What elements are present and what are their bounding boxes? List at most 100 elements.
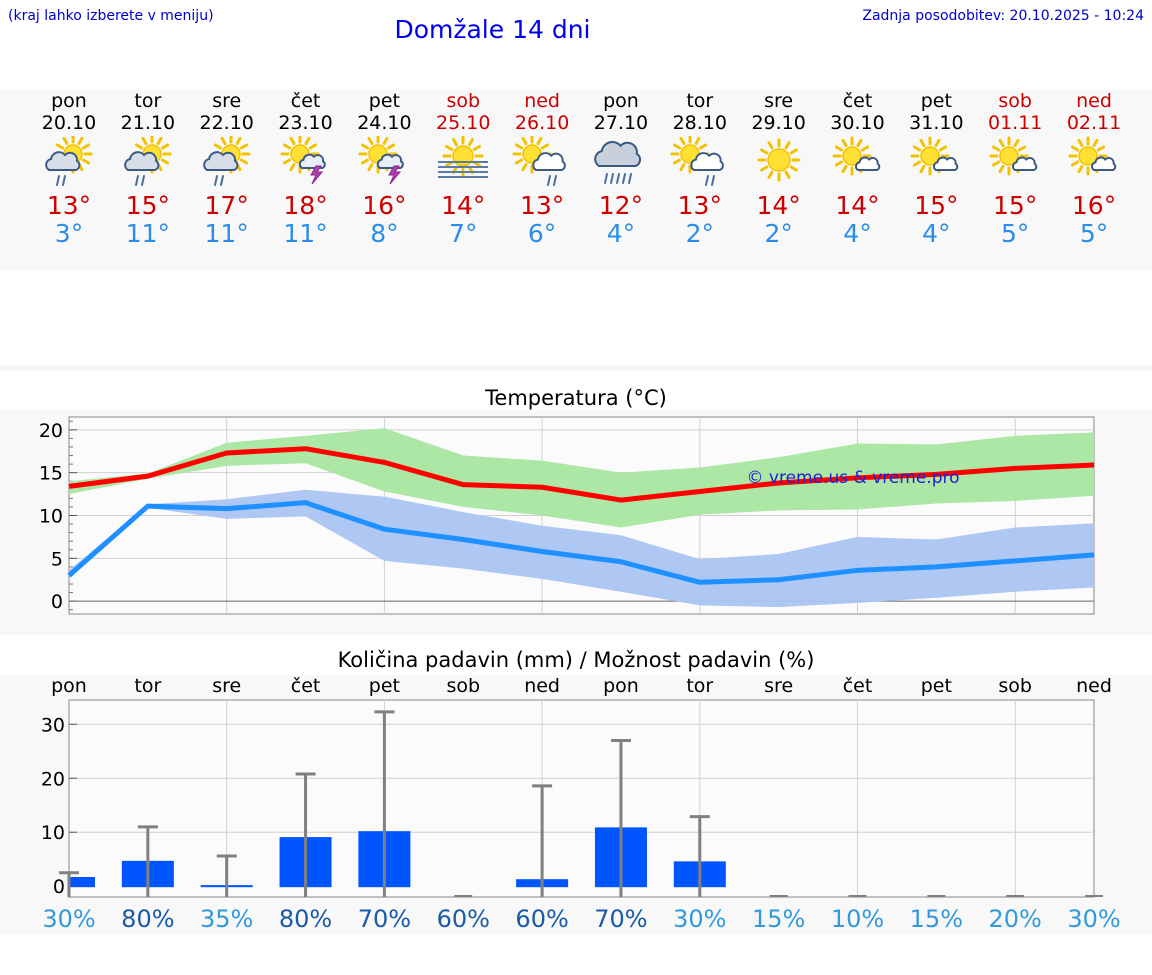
sun-icon — [757, 138, 801, 182]
day-name: pet — [920, 90, 952, 112]
day-name: čet — [842, 90, 873, 112]
temp-min: 6° — [527, 219, 557, 248]
temp-min: 2° — [764, 219, 793, 248]
forecast-strip: pon 20.10 13° 3° tor 21.10 15° 11° sre 22.10 17° 11… — [0, 90, 1152, 270]
day-name: pon — [603, 90, 639, 112]
day-date: 02.11 — [1066, 112, 1122, 134]
y-tick-label: 15 — [39, 463, 63, 485]
sun-cloud-rain-icon — [512, 136, 566, 186]
forecast-day: tor 21.10 15° 11° — [108, 90, 188, 248]
precip-chart-title: Količina padavin (mm) / Možnost padavin … — [337, 648, 815, 672]
day-name: ned — [524, 90, 560, 112]
sun-small-cloud-icon — [832, 136, 880, 176]
day-date: 31.10 — [909, 112, 964, 134]
section-gap — [0, 365, 1152, 371]
sun-small-cloud-icon — [1068, 136, 1117, 176]
forecast-day: čet 30.10 14° 4° — [818, 90, 898, 248]
temp-min: 5° — [1000, 219, 1030, 248]
forecast-day: ned 02.11 16° 5° — [1054, 90, 1134, 248]
sun-fog-icon — [438, 136, 489, 178]
temp-min: 4° — [606, 219, 636, 248]
cloud-heavy-rain-icon — [594, 140, 641, 184]
temp-min: 7° — [449, 219, 478, 248]
plot-area — [68, 699, 1095, 898]
day-name: sob — [998, 90, 1032, 112]
x-category-label: pon — [603, 675, 639, 697]
location-hint: (kraj lahko izberete v meniju) — [8, 8, 214, 24]
precip-chance: 70% — [594, 905, 647, 933]
precip-chart: pon tor sre čet pet sob ned pon tor sre čet pet sob n… — [41, 675, 1121, 933]
x-category-label: pet — [921, 675, 952, 697]
y-tick-label: 20 — [41, 768, 65, 790]
day-name: sre — [212, 90, 242, 112]
temp-max: 14° — [835, 191, 880, 220]
forecast-day: tor 28.10 13° 2° — [660, 90, 740, 248]
day-date: 01.11 — [987, 112, 1043, 134]
temperature-chart: 0 5 10 15 20 © vreme.us & vreme.pro — [39, 416, 1095, 615]
x-category-label: ned — [524, 675, 560, 697]
x-category-label: tor — [686, 675, 713, 697]
day-date: 20.10 — [41, 112, 97, 134]
temp-min: 8° — [370, 219, 399, 248]
precip-chance: 60% — [437, 905, 490, 933]
forecast-day: sre 29.10 14° 2° — [739, 90, 819, 248]
temp-max: 15° — [993, 191, 1038, 220]
last-update: Zadnja posodobitev: 20.10.2025 - 10:24 — [862, 8, 1144, 24]
precip-chance: 70% — [358, 905, 411, 933]
temp-min: 11° — [125, 219, 170, 248]
page-title: Domžale 14 dni — [394, 15, 591, 44]
temp-max: 12° — [598, 191, 644, 220]
day-name: tor — [134, 90, 162, 112]
day-date: 21.10 — [120, 112, 176, 134]
forecast-day: čet 23.10 18° 11° — [266, 90, 346, 248]
temp-max: 13° — [46, 191, 92, 220]
min-temp-line — [67, 500, 1095, 585]
precip-chance: 60% — [515, 905, 568, 933]
partly-sunny-rain-icon — [202, 136, 251, 186]
day-date: 25.10 — [436, 112, 491, 134]
sun-small-cloud-icon — [989, 136, 1038, 176]
day-name: tor — [686, 90, 714, 112]
day-date: 24.10 — [357, 112, 412, 134]
day-name: ned — [1076, 90, 1112, 112]
y-tick-label: 20 — [39, 420, 63, 442]
sun-cloud-rain-icon — [670, 136, 724, 186]
precip-chance: 80% — [121, 905, 174, 933]
sun-thunderstorm-icon — [358, 136, 405, 185]
precip-chance: 15% — [910, 905, 963, 933]
precip-chance: 30% — [42, 905, 95, 933]
day-name: sob — [446, 90, 481, 112]
precip-chance: 15% — [752, 905, 805, 933]
x-category-label: tor — [134, 675, 161, 697]
temp-min: 4° — [922, 219, 951, 248]
temp-max: 15° — [914, 191, 959, 220]
forecast-day: sre 22.10 17° 11° — [187, 90, 267, 248]
precip-bar — [69, 877, 95, 888]
day-date: 26.10 — [514, 112, 570, 134]
temp-min: 11° — [204, 219, 249, 248]
temp-max: 18° — [283, 191, 328, 220]
y-tick-label: 0 — [53, 876, 65, 898]
temp-max: 15° — [125, 191, 170, 220]
day-date: 28.10 — [672, 112, 727, 134]
precip-chance: 35% — [200, 905, 253, 933]
precip-chance: 10% — [831, 905, 884, 933]
temp-max: 16° — [1071, 191, 1117, 220]
x-category-label: sob — [998, 675, 1032, 697]
day-date: 22.10 — [199, 112, 254, 134]
partly-sunny-rain-icon — [45, 136, 93, 186]
temp-min: 2° — [685, 219, 714, 248]
sun-small-cloud-icon — [910, 136, 959, 176]
precip-chance: 80% — [279, 905, 332, 933]
min-range-band — [69, 489, 1095, 608]
temp-max: 14° — [441, 191, 486, 220]
x-category-label: sre — [764, 675, 793, 697]
sun-thunderstorm-icon — [280, 136, 326, 185]
day-date: 30.10 — [830, 112, 885, 134]
y-tick-label: 10 — [39, 506, 63, 528]
day-name: pet — [368, 90, 400, 112]
watermark: © vreme.us & vreme.pro — [746, 468, 959, 488]
x-category-label: sob — [446, 675, 480, 697]
x-category-label: pon — [51, 675, 87, 697]
temp-max: 13° — [519, 191, 565, 220]
